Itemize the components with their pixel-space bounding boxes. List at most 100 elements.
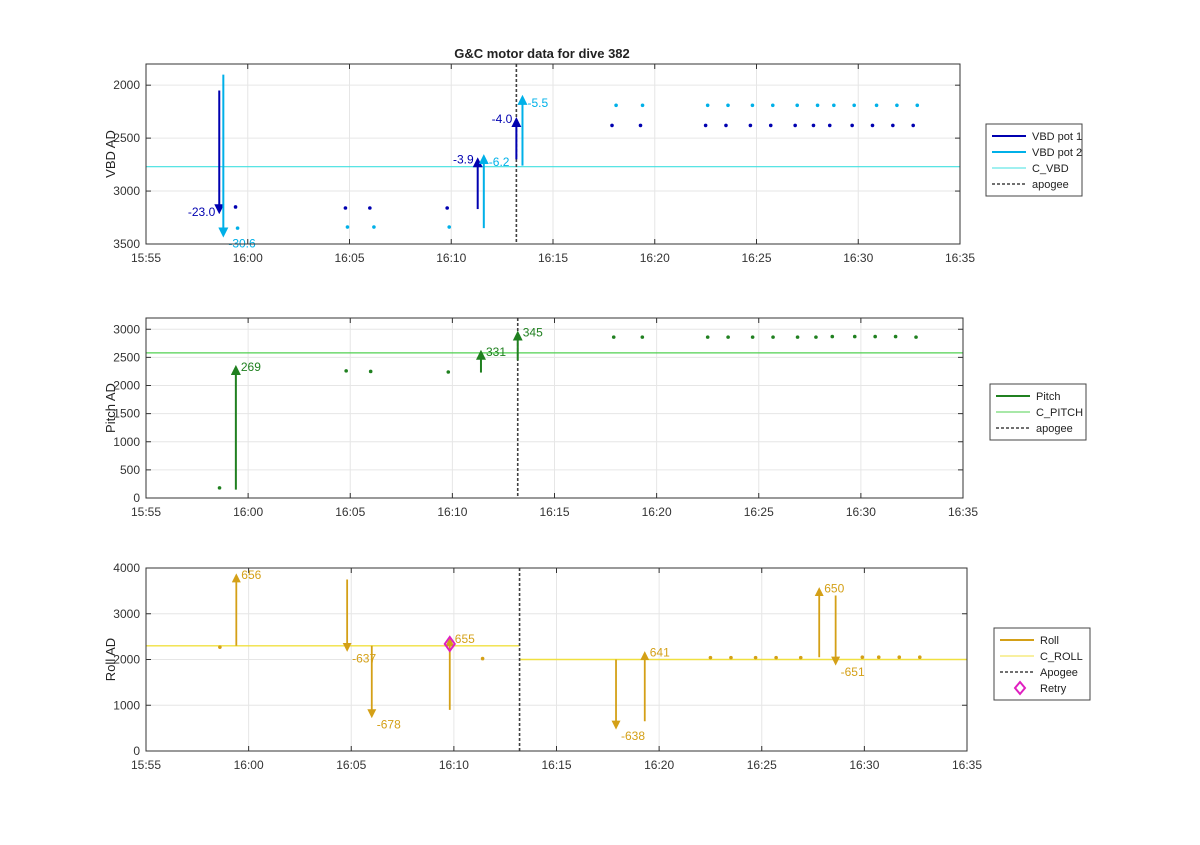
y-tick-label: 4000	[113, 561, 140, 575]
data-point	[218, 645, 222, 649]
data-point	[793, 123, 797, 128]
data-point	[750, 103, 755, 108]
data-point	[638, 123, 643, 128]
legend-label: Roll	[1040, 635, 1059, 647]
data-point	[748, 123, 753, 128]
data-point	[705, 335, 710, 339]
x-tick-label: 16:00	[233, 505, 263, 519]
legend-label: Apogee	[1040, 667, 1078, 679]
data-point	[345, 225, 350, 229]
data-point	[611, 335, 616, 339]
data-point	[372, 225, 376, 229]
legend-label: Pitch	[1036, 391, 1060, 403]
data-point	[852, 334, 857, 339]
y-tick-label: 2500	[113, 350, 140, 364]
data-point	[832, 103, 836, 108]
y-tick-label: 3500	[113, 237, 140, 251]
data-point	[860, 655, 865, 660]
data-point	[917, 655, 922, 660]
data-point	[891, 123, 895, 128]
y-axis-label: VBD AD	[103, 130, 118, 178]
data-point	[874, 103, 879, 108]
data-point	[726, 335, 730, 339]
data-point	[770, 103, 775, 108]
data-point	[446, 370, 451, 374]
move-label: 650	[824, 582, 844, 596]
y-tick-label: 3000	[113, 607, 140, 621]
data-point	[814, 335, 818, 339]
data-point	[753, 655, 758, 660]
y-tick-label: 3000	[113, 322, 140, 336]
y-tick-label: 1000	[113, 435, 140, 449]
retry-marker	[443, 635, 456, 653]
y-tick-label: 3000	[113, 184, 140, 198]
x-tick-label: 16:10	[437, 505, 467, 519]
move-label: -23.0	[188, 205, 216, 219]
move-label: 641	[650, 646, 670, 660]
x-tick-label: 15:55	[131, 505, 161, 519]
data-point	[795, 103, 799, 108]
data-point	[640, 103, 645, 108]
legend-label: Retry	[1040, 683, 1067, 695]
x-tick-label: 16:20	[640, 251, 670, 265]
x-tick-label: 16:25	[741, 251, 771, 265]
x-tick-label: 16:20	[642, 505, 672, 519]
legend-label: VBD pot 2	[1032, 147, 1082, 159]
x-tick-label: 16:10	[439, 758, 469, 772]
y-tick-label: 0	[133, 744, 140, 758]
legend-label: VBD pot 1	[1032, 131, 1082, 143]
y-tick-label: 2000	[113, 653, 140, 667]
legend-label: apogee	[1032, 179, 1069, 191]
x-tick-label: 16:35	[948, 505, 978, 519]
legend-swatch	[1013, 680, 1027, 696]
data-point	[774, 655, 778, 660]
plot-frame	[145, 317, 964, 499]
move-label: -6.2	[489, 155, 510, 169]
move-label: -651	[841, 665, 865, 679]
data-point	[233, 205, 238, 209]
y-tick-label: 1500	[113, 407, 140, 421]
y-tick-label: 500	[120, 463, 140, 477]
x-tick-label: 15:55	[131, 251, 161, 265]
data-point	[705, 103, 710, 108]
data-point	[368, 369, 373, 374]
data-point	[895, 103, 899, 108]
data-point	[798, 655, 803, 660]
legend-label: C_PITCH	[1036, 407, 1083, 419]
move-label: 269	[241, 360, 261, 374]
data-point	[235, 226, 240, 230]
move-label: 331	[486, 345, 506, 359]
move-label: 655	[455, 632, 475, 646]
data-point	[703, 123, 708, 128]
x-tick-label: 16:30	[843, 251, 873, 265]
x-tick-label: 16:25	[744, 505, 774, 519]
x-tick-label: 16:00	[233, 251, 263, 265]
x-tick-label: 16:15	[539, 505, 569, 519]
data-point	[850, 123, 854, 128]
data-point	[724, 123, 728, 128]
x-tick-label: 16:30	[849, 758, 879, 772]
move-label: -678	[377, 718, 401, 732]
y-tick-label: 2500	[113, 131, 140, 145]
move-label: 345	[523, 326, 543, 340]
x-tick-label: 16:05	[334, 251, 364, 265]
legend-label: C_VBD	[1032, 163, 1069, 175]
data-point	[217, 486, 222, 490]
x-tick-label: 16:35	[952, 758, 982, 772]
x-tick-label: 16:10	[436, 251, 466, 265]
move-label: 656	[241, 568, 261, 582]
data-point	[830, 334, 835, 339]
data-point	[750, 335, 755, 339]
y-axis-label: Pitch AD	[103, 383, 118, 433]
x-tick-label: 16:30	[846, 505, 876, 519]
x-tick-label: 16:00	[234, 758, 264, 772]
data-point	[771, 335, 775, 339]
data-point	[445, 206, 449, 210]
data-point	[811, 123, 816, 128]
x-tick-label: 16:05	[335, 505, 365, 519]
move-label: -637	[352, 651, 376, 665]
data-point	[827, 123, 832, 128]
